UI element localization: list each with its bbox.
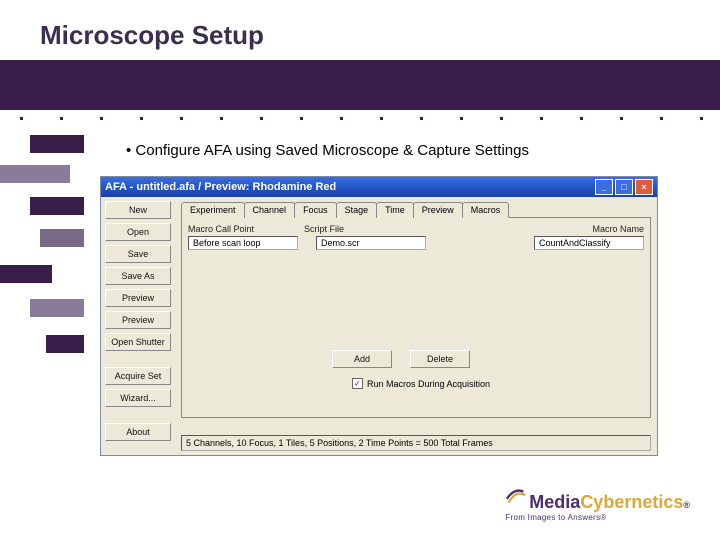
tab-focus[interactable]: Focus <box>294 202 337 218</box>
preview-button-1[interactable]: Preview <box>105 289 171 307</box>
decorative-dots <box>0 115 720 123</box>
tab-strip: Experiment Channel Focus Stage Time Prev… <box>181 201 651 218</box>
add-button[interactable]: Add <box>332 350 392 368</box>
logo: MediaCybernetics® From Images to Answers… <box>505 486 690 522</box>
maximize-button[interactable]: □ <box>615 179 633 195</box>
script-file-label: Script File <box>304 224 344 234</box>
macro-name-label: Macro Name <box>592 224 644 234</box>
close-button[interactable]: × <box>635 179 653 195</box>
logo-brand-a: Media <box>529 492 580 513</box>
save-button[interactable]: Save <box>105 245 171 263</box>
tab-macros[interactable]: Macros <box>462 202 510 218</box>
tab-time[interactable]: Time <box>376 202 414 218</box>
logo-brand-b: Cybernetics <box>580 492 683 513</box>
macro-call-point-value[interactable]: Before scan loop <box>188 236 298 250</box>
bullet-text: • Configure AFA using Saved Microscope &… <box>126 142 529 159</box>
wizard-button[interactable]: Wizard... <box>105 389 171 407</box>
tab-experiment[interactable]: Experiment <box>181 202 245 218</box>
window-title: AFA - untitled.afa / Preview: Rhodamine … <box>105 181 336 193</box>
acquire-set-button[interactable]: Acquire Set <box>105 367 171 385</box>
macro-name-value[interactable]: CountAndClassify <box>534 236 644 250</box>
about-button[interactable]: About <box>105 423 171 441</box>
script-file-value[interactable]: Demo.scr <box>316 236 426 250</box>
open-button[interactable]: Open <box>105 223 171 241</box>
save-as-button[interactable]: Save As <box>105 267 171 285</box>
header-band <box>0 60 720 110</box>
titlebar: AFA - untitled.afa / Preview: Rhodamine … <box>101 177 657 197</box>
main-panel: Experiment Channel Focus Stage Time Prev… <box>175 197 657 455</box>
minimize-button[interactable]: _ <box>595 179 613 195</box>
tab-preview[interactable]: Preview <box>413 202 463 218</box>
preview-button-2[interactable]: Preview <box>105 311 171 329</box>
logo-swoosh-icon <box>505 486 527 508</box>
tab-stage[interactable]: Stage <box>336 202 378 218</box>
open-shutter-button[interactable]: Open Shutter <box>105 333 171 351</box>
run-macros-checkbox[interactable]: ✓ <box>352 378 363 389</box>
new-button[interactable]: New <box>105 201 171 219</box>
tab-channel[interactable]: Channel <box>244 202 296 218</box>
status-bar: 5 Channels, 10 Focus, 1 Tiles, 5 Positio… <box>181 435 651 451</box>
logo-tagline: From Images to Answers® <box>505 513 690 522</box>
macros-panel: Macro Call Point Script File Macro Name … <box>181 218 651 418</box>
logo-reg: ® <box>683 500 690 510</box>
run-macros-label: Run Macros During Acquisition <box>367 379 490 389</box>
sidebar: New Open Save Save As Preview Preview Op… <box>101 197 175 455</box>
macro-call-point-label: Macro Call Point <box>188 224 254 234</box>
afa-window: AFA - untitled.afa / Preview: Rhodamine … <box>100 176 658 456</box>
slide-title: Microscope Setup <box>40 20 264 51</box>
delete-button[interactable]: Delete <box>410 350 470 368</box>
